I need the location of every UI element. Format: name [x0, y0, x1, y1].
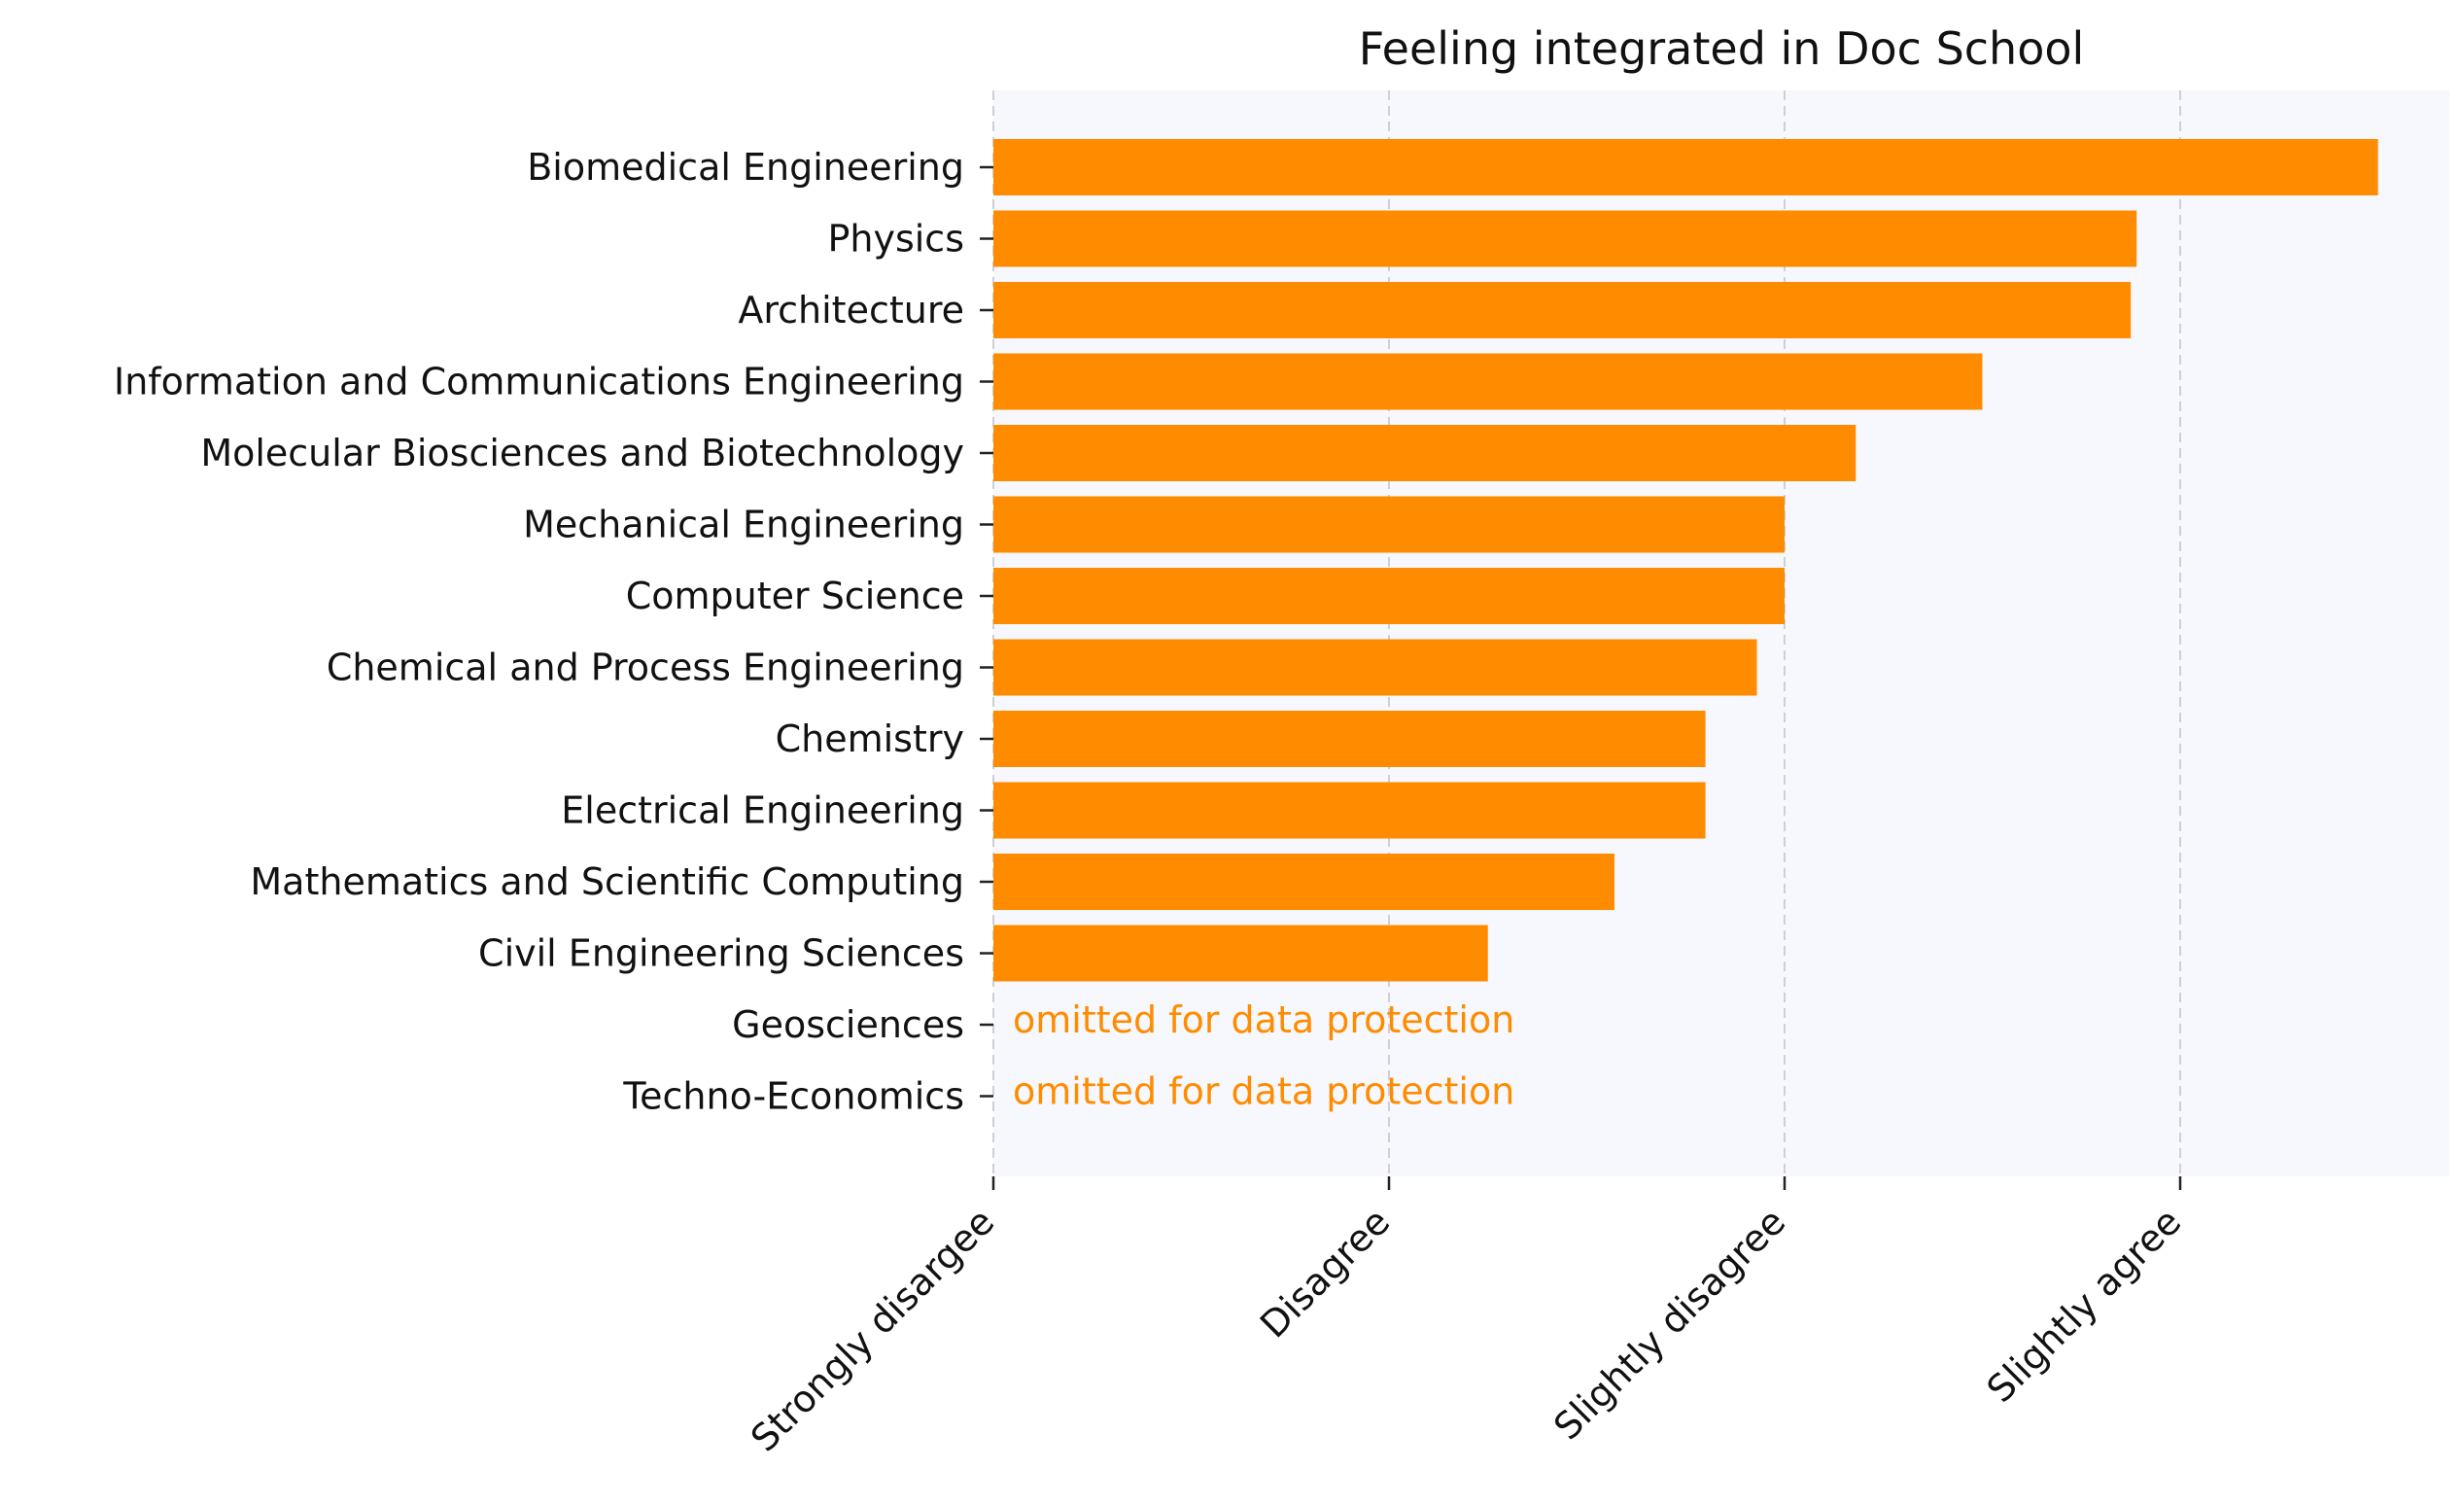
category-label: Mechanical Engineering	[523, 504, 964, 546]
category-label: Physics	[827, 218, 964, 261]
bar	[993, 854, 1614, 910]
category-label: Computer Science	[626, 575, 964, 617]
bar	[993, 353, 1983, 410]
category-label: Mathematics and Scientific Computing	[250, 860, 964, 903]
category-label: Information and Communications Engineeri…	[114, 361, 964, 403]
category-label: Molecular Biosciences and Biotechnology	[200, 432, 964, 474]
omitted-annotation: omitted for data protection	[1013, 1070, 1514, 1113]
bar	[993, 639, 1757, 696]
x-tick-layer: Strongly disargee Disagree Slightly disagr…	[743, 1176, 2189, 1460]
bar	[993, 139, 2378, 195]
category-label: Electrical Engineering	[561, 789, 964, 832]
grid-layer	[992, 90, 2181, 1176]
bar	[993, 425, 1857, 481]
category-label: Chemical and Process Engineering	[327, 647, 964, 689]
x-tick-label: Strongly disargee	[743, 1200, 1002, 1459]
category-label: Architecture	[738, 289, 964, 332]
bar-layer: omitted for data protection omitted for d…	[993, 139, 2378, 1113]
x-tick-label: Disagree	[1252, 1200, 1398, 1346]
chart-title: Feeling integrated in Doc School	[1359, 22, 2085, 75]
bar	[993, 925, 1488, 982]
category-label-layer: Biomedical Engineering Physics Architectur…	[114, 146, 993, 1118]
plot-background	[993, 90, 2449, 1176]
bar	[993, 711, 1706, 767]
bar	[993, 282, 2132, 338]
category-label: Chemistry	[776, 717, 964, 760]
omitted-annotation: omitted for data protection	[1013, 998, 1514, 1041]
category-label: Civil Engineering Sciences	[478, 932, 964, 975]
x-tick-label: Slightly disagree	[1545, 1200, 1793, 1448]
x-tick-label: Slightly agree	[1979, 1200, 2190, 1411]
bar	[993, 782, 1706, 839]
category-label: Geosciences	[732, 1003, 964, 1046]
bar	[993, 496, 1785, 553]
category-label: Techno-Economics	[622, 1075, 964, 1118]
category-label: Biomedical Engineering	[527, 146, 964, 189]
bar	[993, 568, 1785, 624]
bar	[993, 210, 2137, 267]
